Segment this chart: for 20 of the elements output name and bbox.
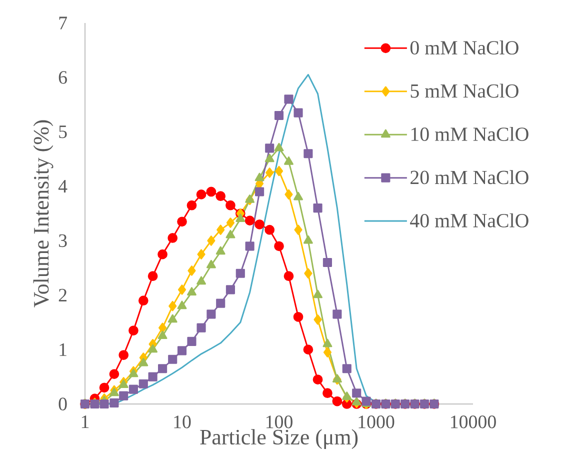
legend-label: 40 mM NaClO [410,213,528,228]
x-tick-label: 1 [82,416,89,428]
legend-label: 0 mM NaClO [410,40,518,55]
y-tick-label: 4 [58,180,68,193]
y-tick-label: 1 [60,343,66,356]
x-tick-label: 10000 [450,416,496,428]
y-tick-label: 2 [58,288,66,302]
x-tick-label: 100 [266,416,292,428]
y-tick-label: 7 [59,16,67,30]
x-tick-label: 10 [174,416,191,428]
y-tick-label: 6 [58,71,67,84]
x-axis-title: Particle Size (μm) [200,429,358,450]
x-tick-label: 1000 [358,416,394,428]
legend-label: 20 mM NaClO [410,170,528,184]
y-tick-label: 0 [58,398,67,410]
y-tick-label: 5 [59,126,67,138]
legend-label: 5 mM NaClO [410,84,518,98]
y-tick-label: 3 [58,234,67,248]
y-axis-title: Volume Intensity (%) [33,120,54,308]
legend-label: 10 mM NaClO [411,126,528,141]
